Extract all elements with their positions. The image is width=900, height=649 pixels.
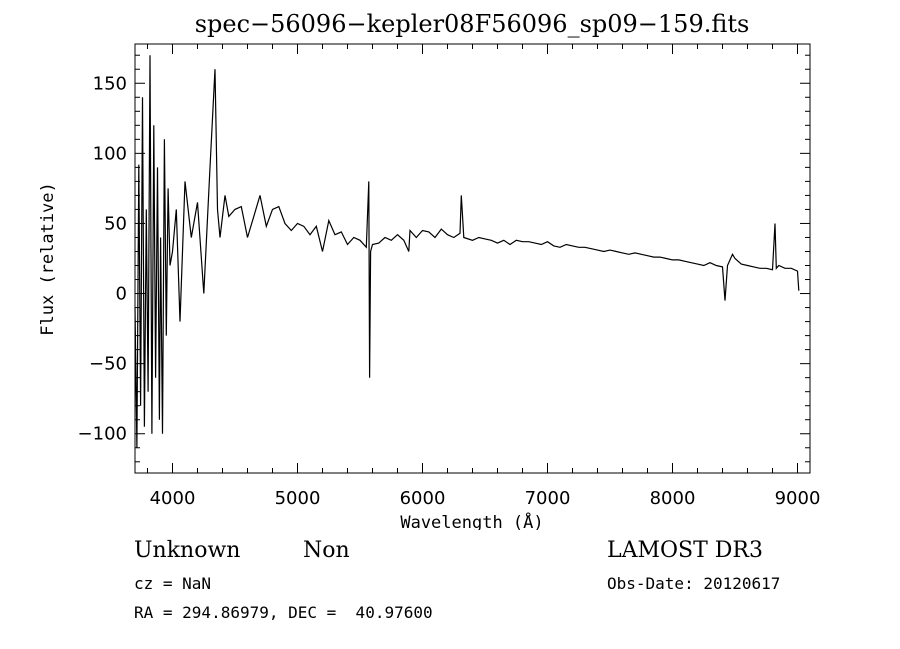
obs-date-label: Obs-Date: 20120617 (607, 574, 781, 593)
spectrum-chart: spec−56096−kepler08F56096_sp09−159.fits … (38, 10, 821, 530)
y-tick-label: −50 (89, 354, 127, 375)
y-tick-label: 0 (116, 284, 127, 305)
series-line-flux (134, 55, 800, 448)
x-tick-label: 5000 (275, 488, 321, 509)
coordinates-label: RA = 294.86979, DEC = 40.97600 (134, 603, 433, 622)
x-tick-label: 7000 (525, 488, 571, 509)
chart-title: spec−56096−kepler08F56096_sp09−159.fits (195, 10, 750, 38)
x-tick-label: 4000 (150, 488, 196, 509)
y-tick-label: 50 (104, 213, 127, 234)
y-tick-label: 100 (93, 143, 127, 164)
object-class-label: Unknown (134, 538, 241, 563)
x-tick-label: 6000 (400, 488, 446, 509)
y-axis-label: Flux (relative) (38, 182, 58, 336)
y-tick-label: 150 (93, 73, 127, 94)
survey-label: LAMOST DR3 (607, 538, 763, 563)
x-tick-label: 8000 (650, 488, 696, 509)
redshift-label: cz = NaN (134, 574, 212, 593)
plot-frame (134, 43, 811, 474)
x-axis-label: Wavelength (Å) (400, 511, 543, 530)
x-tick-label: 9000 (775, 488, 821, 509)
y-tick-label: −100 (78, 424, 127, 445)
object-subclass-label: Non (303, 538, 350, 563)
plot-area: 4000 5000 6000 7000 8000 9000 −100 −50 0 50 100 150 (78, 43, 821, 509)
